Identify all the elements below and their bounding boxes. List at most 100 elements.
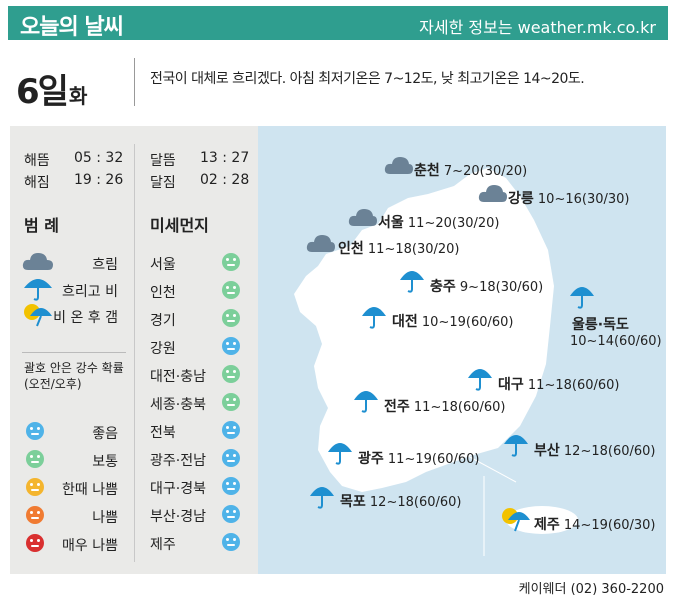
face-good-icon — [222, 533, 240, 551]
face-good-icon — [222, 505, 240, 523]
legend-cloudy: 흐림 — [92, 257, 118, 273]
sun-rain-icon — [502, 508, 530, 532]
umbrella-icon — [468, 369, 492, 391]
city-rain-prob: (60/60) — [457, 400, 506, 415]
city-name: 제주 — [534, 517, 560, 533]
face-very-bad-icon — [26, 534, 44, 552]
city-temp: 12~18 — [563, 444, 608, 459]
umbrella-icon — [570, 287, 594, 309]
face-good-icon — [222, 449, 240, 467]
umbrella-icon — [504, 435, 528, 457]
city-temp: 11~19 — [387, 452, 432, 467]
date-weekday: 화 — [68, 84, 88, 108]
legend-title: 범 례 — [24, 216, 60, 235]
city-rain-prob: (30/60) — [495, 280, 544, 295]
rain-probability-note: 괄호 안은 강수 확률 (오전/오후) — [24, 361, 124, 391]
city-rain-prob: (60/60) — [571, 378, 620, 393]
dust-region: 세종·충북 — [150, 397, 206, 413]
city-name: 울릉·독도 — [572, 317, 629, 333]
face-good-icon — [222, 421, 240, 439]
city-name: 춘천 — [414, 163, 440, 179]
city-weather: 10~14(60/60) — [570, 334, 662, 349]
dust-level-temp-bad: 한때 나쁨 — [62, 482, 118, 498]
face-normal-icon — [222, 393, 240, 411]
page-title: 오늘의 날씨 — [20, 15, 124, 40]
city-name-ulleung: 울릉·독도 — [572, 314, 629, 334]
city-temp: 10~14 — [570, 334, 614, 349]
dust-region: 부산·경남 — [150, 509, 206, 525]
face-normal-icon — [222, 365, 240, 383]
city-weather: 제주 14~19(60/30) — [534, 514, 656, 534]
face-bad-icon — [26, 506, 44, 524]
face-normal-icon — [222, 281, 240, 299]
city-name: 강릉 — [508, 191, 534, 207]
city-rain-prob: (60/60) — [413, 495, 462, 510]
dust-level-normal: 보통 — [92, 454, 118, 470]
face-normal-icon — [222, 309, 240, 327]
city-rain-prob: (30/30) — [581, 192, 630, 207]
moonset-label: 달짐 — [150, 175, 176, 191]
divider — [134, 58, 135, 106]
dust-level-bad: 나쁨 — [92, 510, 118, 526]
city-weather: 부산 12~18(60/60) — [534, 440, 656, 460]
cloud-icon — [306, 235, 335, 252]
city-rain-prob: (60/30) — [607, 518, 656, 533]
dust-region: 대전·충남 — [150, 369, 206, 385]
cloud-icon — [22, 253, 53, 270]
city-name: 목포 — [340, 494, 366, 510]
dust-level-very-bad: 매우 나쁨 — [62, 538, 118, 554]
city-rain-prob: (30/20) — [451, 216, 500, 231]
forecast-summary: 전국이 대체로 흐리겠다. 아침 최저기온은 7~12도, 낮 최고기온은 14… — [150, 71, 585, 87]
city-weather: 전주 11~18(60/60) — [384, 396, 506, 416]
sun-rain-icon — [24, 304, 52, 327]
city-rain-prob: (60/60) — [465, 315, 514, 330]
sunrise-time: 05 : 32 — [74, 150, 124, 166]
cloud-icon — [384, 157, 413, 174]
face-good-icon — [222, 477, 240, 495]
city-temp: 11~18 — [367, 242, 412, 257]
city-weather: 목포 12~18(60/60) — [340, 491, 462, 511]
city-temp: 14~19 — [563, 518, 608, 533]
sunrise-label: 해뜸 — [24, 153, 50, 169]
panel-divider — [134, 144, 135, 562]
face-good-icon — [222, 337, 240, 355]
city-rain-prob: (30/20) — [479, 164, 528, 179]
date-day: 6일 — [16, 72, 69, 112]
city-weather: 춘천 7~20(30/20) — [414, 160, 527, 180]
city-temp: 9~18 — [459, 280, 496, 295]
dust-region: 전북 — [150, 425, 176, 441]
korea-map-shape — [294, 168, 578, 556]
face-normal-icon — [222, 253, 240, 271]
date-display: 6일 화 — [16, 64, 87, 113]
city-temp: 11~20 — [407, 216, 452, 231]
dust-level-good: 좋음 — [92, 426, 118, 442]
city-name: 부산 — [534, 443, 560, 459]
dust-region: 서울 — [150, 257, 176, 273]
korea-map — [258, 126, 666, 574]
face-temp-bad-icon — [26, 478, 44, 496]
city-temp: 11~18 — [527, 378, 572, 393]
moonrise-label: 달뜸 — [150, 153, 176, 169]
city-name: 충주 — [430, 279, 456, 295]
city-temp: 10~16 — [537, 192, 582, 207]
city-rain-prob: (30/20) — [411, 242, 460, 257]
site-link[interactable]: 자세한 정보는 weather.mk.co.kr — [419, 18, 656, 37]
moonrise-time: 13 : 27 — [200, 150, 250, 166]
dust-region: 대구·경북 — [150, 481, 206, 497]
dust-region: 강원 — [150, 341, 176, 357]
city-weather: 서울 11~20(30/20) — [378, 212, 500, 232]
umbrella-icon — [328, 443, 352, 465]
city-name: 서울 — [378, 215, 404, 231]
city-temp: 7~20 — [443, 164, 480, 179]
source-credit: 케이웨더 (02) 360-2200 — [518, 582, 664, 597]
face-normal-icon — [26, 450, 44, 468]
dust-region: 제주 — [150, 537, 176, 553]
moonset-time: 02 : 28 — [200, 172, 250, 188]
city-weather: 광주 11~19(60/60) — [358, 448, 480, 468]
city-weather: 인천 11~18(30/20) — [338, 238, 460, 258]
cloud-icon — [348, 209, 377, 226]
city-name: 대구 — [498, 377, 524, 393]
city-temp: 12~18 — [369, 495, 414, 510]
header-bar: 오늘의 날씨 자세한 정보는 weather.mk.co.kr — [8, 6, 668, 40]
face-good-icon — [26, 422, 44, 440]
